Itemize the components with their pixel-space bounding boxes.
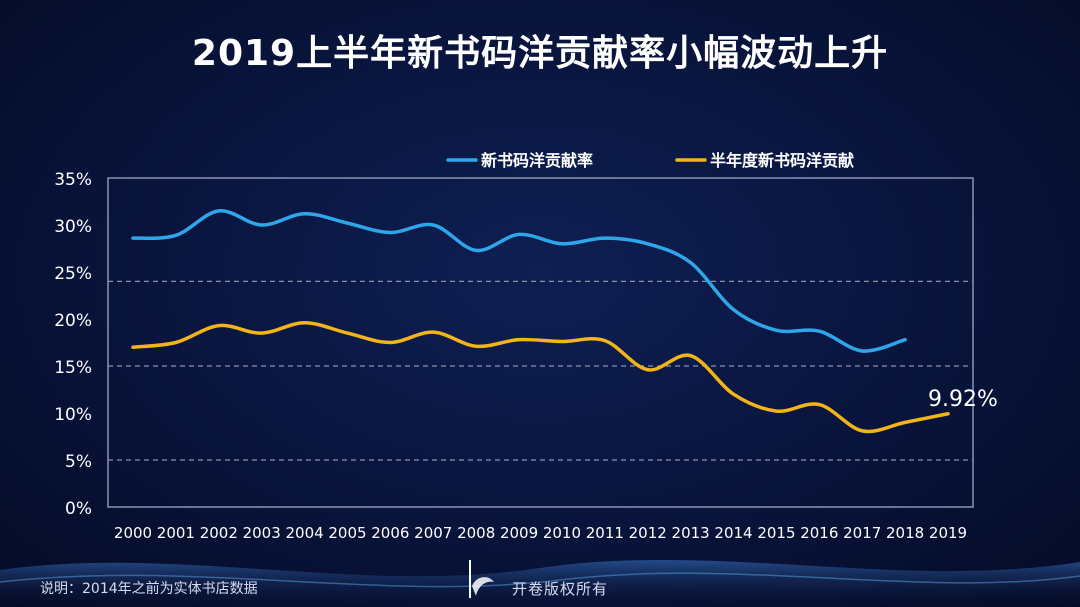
kaijuan-logo-icon bbox=[469, 560, 494, 598]
x-tick-label: 2003 bbox=[243, 524, 281, 542]
chart-series bbox=[131, 209, 950, 434]
plot-frame bbox=[107, 177, 974, 508]
x-tick-label: 2017 bbox=[843, 524, 881, 542]
legend-label-1: 新书码洋贡献率 bbox=[481, 151, 593, 170]
y-tick-label: 20% bbox=[54, 311, 92, 331]
x-tick-label: 2000 bbox=[114, 524, 152, 542]
series-line-1 bbox=[131, 209, 907, 353]
legend-label-2: 半年度新书码洋贡献 bbox=[710, 151, 854, 170]
y-tick-label: 5% bbox=[65, 452, 92, 472]
footer-wave-decoration bbox=[0, 559, 1080, 607]
chart-axes bbox=[107, 177, 974, 508]
x-tick-label: 2008 bbox=[457, 524, 495, 542]
x-tick-label: 2006 bbox=[371, 524, 409, 542]
x-tick-label: 2016 bbox=[800, 524, 838, 542]
chart-grid bbox=[108, 280, 973, 461]
data-label-annotation: 9.92% bbox=[928, 387, 998, 412]
x-tick-label: 2012 bbox=[629, 524, 667, 542]
x-tick-label: 2001 bbox=[157, 524, 195, 542]
x-tick-label: 2019 bbox=[929, 524, 967, 542]
x-tick-label: 2014 bbox=[714, 524, 752, 542]
x-tick-label: 2004 bbox=[285, 524, 323, 542]
y-tick-label: 0% bbox=[65, 499, 92, 519]
y-tick-label: 10% bbox=[54, 405, 92, 425]
line-chart: 0%5%10%15%20%25%30%35%2000 2001 2002 2003 20… bbox=[54, 151, 998, 542]
chart-labels: 0%5%10%15%20%25%30%35%2000 2001 2002 2003 20… bbox=[54, 170, 998, 542]
x-tick-label: 2002 bbox=[200, 524, 238, 542]
x-tick-label: 2007 bbox=[414, 524, 452, 542]
x-tick-label: 2018 bbox=[886, 524, 924, 542]
y-tick-label: 35% bbox=[54, 170, 92, 190]
x-tick-label: 2011 bbox=[586, 524, 624, 542]
series-line-2 bbox=[131, 321, 950, 434]
page-title: 2019上半年新书码洋贡献率小幅波动上升 bbox=[191, 33, 889, 74]
x-tick-label: 2005 bbox=[328, 524, 366, 542]
y-tick-label: 25% bbox=[54, 264, 92, 284]
y-tick-label: 15% bbox=[54, 358, 92, 378]
chart-legend: 新书码洋贡献率 半年度新书码洋贡献 bbox=[446, 151, 854, 170]
x-tick-label: 2009 bbox=[500, 524, 538, 542]
footer-brand: 开卷版权所有 bbox=[512, 580, 609, 598]
footer-note: 说明：2014年之前为实体书店数据 bbox=[40, 581, 258, 597]
x-tick-label: 2013 bbox=[672, 524, 710, 542]
x-tick-label: 2015 bbox=[757, 524, 795, 542]
x-tick-label: 2010 bbox=[543, 524, 581, 542]
y-tick-label: 30% bbox=[54, 217, 92, 237]
